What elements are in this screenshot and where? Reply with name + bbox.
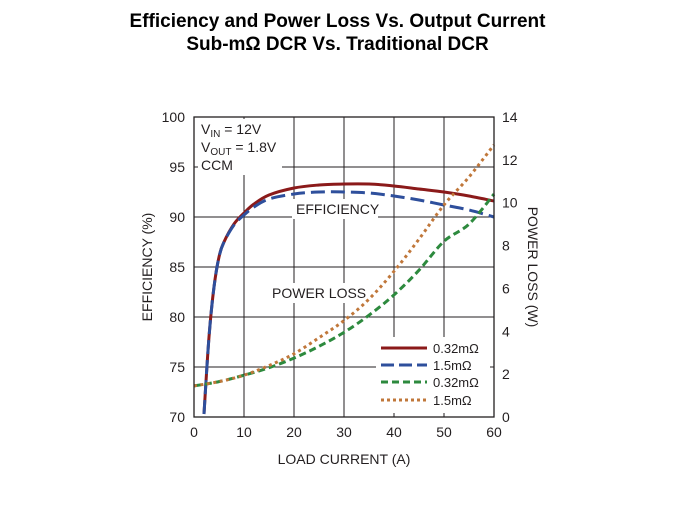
y-left-tick-label: 100 <box>162 109 186 125</box>
legend: 0.32mΩ 1.5mΩ 0.32mΩ 1.5mΩ <box>376 337 490 413</box>
y-left-tick-label: 95 <box>169 159 185 175</box>
x-tick-label: 60 <box>486 424 502 440</box>
y-right-tick-label: 14 <box>502 109 518 125</box>
x-axis-label: LOAD CURRENT (A) <box>278 451 411 467</box>
legend-label-orange: 1.5mΩ <box>433 393 472 408</box>
slide-title: Efficiency and Power Loss Vs. Output Cur… <box>0 10 675 56</box>
condition-box: VIN = 12V VOUT = 1.8V CCM <box>198 119 282 175</box>
y-right-tick-label: 12 <box>502 152 518 168</box>
series-line-2 <box>193 193 496 388</box>
title-line-1: Efficiency and Power Loss Vs. Output Cur… <box>129 11 546 32</box>
y-left-axis-label: EFFICIENCY (%) <box>139 213 155 322</box>
y-left-tick-label: 75 <box>169 359 185 375</box>
condition-box-bg <box>198 119 282 175</box>
x-tick-label: 50 <box>436 424 452 440</box>
efficiency-annotation: EFFICIENCY <box>296 201 380 217</box>
y-right-axis-label: POWER LOSS (W) <box>525 207 541 328</box>
y-right-tick-label: 4 <box>502 323 510 339</box>
mode-condition: CCM <box>201 157 233 173</box>
y-right-tick-label: 10 <box>502 195 518 211</box>
series-line-3 <box>193 143 496 388</box>
y-left-tick-label: 90 <box>169 209 185 225</box>
legend-label-blue: 1.5mΩ <box>433 358 472 373</box>
x-tick-label: 0 <box>190 424 198 440</box>
x-tick-label: 20 <box>286 424 302 440</box>
power-loss-annotation-bg <box>268 283 364 303</box>
vout-condition: VOUT = 1.8V <box>201 139 277 158</box>
y-right-tick-label: 0 <box>502 409 510 425</box>
y-right-tick-label: 8 <box>502 238 510 254</box>
x-tick-label: 40 <box>386 424 402 440</box>
series-layer <box>193 143 496 415</box>
y-right-tick-label: 2 <box>502 366 510 382</box>
legend-label-green: 0.32mΩ <box>433 375 479 390</box>
legend-label-red: 0.32mΩ <box>433 341 479 356</box>
x-tick-label: 30 <box>336 424 352 440</box>
y-right-tick-label: 6 <box>502 280 510 296</box>
plot-frame <box>193 116 495 418</box>
power-loss-annotation: POWER LOSS <box>272 285 366 301</box>
series-line-1 <box>202 190 495 415</box>
y-left-tick-label: 70 <box>169 409 185 425</box>
vin-condition: VIN = 12V <box>201 121 262 140</box>
y-left-tick-label: 85 <box>169 259 185 275</box>
y-left-tick-label: 80 <box>169 309 185 325</box>
title-line-2: Sub-mΩ DCR Vs. Traditional DCR <box>186 34 489 55</box>
x-tick-label: 10 <box>236 424 252 440</box>
tick-layer: 0 10 20 30 40 50 60 70 75 80 85 90 95 100 0 2 4 6 8 10 12 14 <box>162 109 518 440</box>
efficiency-annotation-bg <box>292 199 378 219</box>
